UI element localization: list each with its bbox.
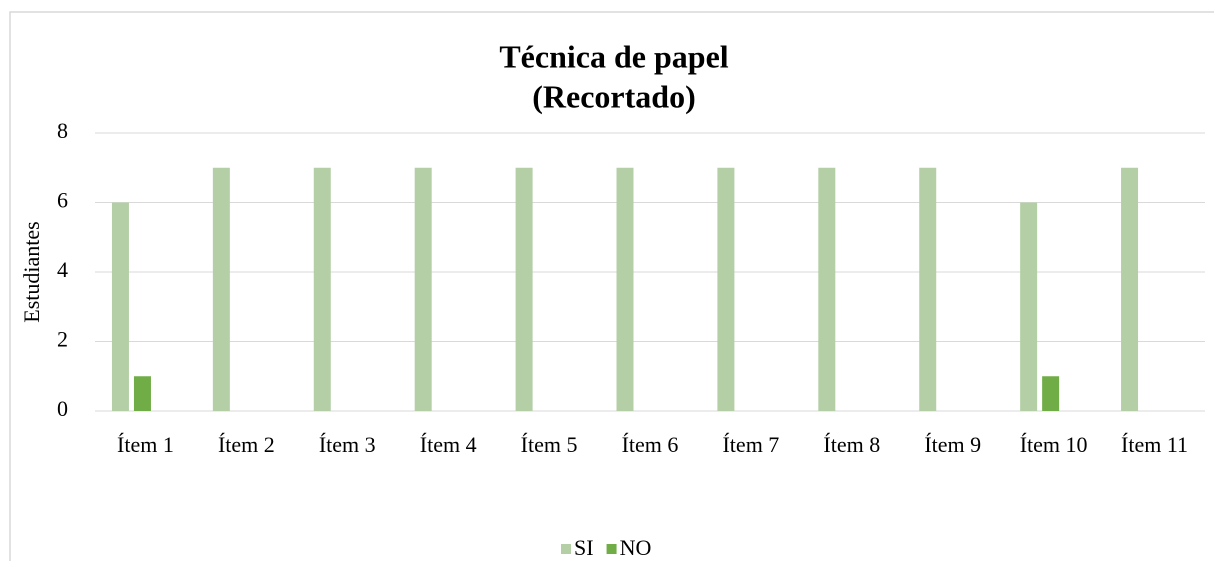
x-tick-label: Ítem 10 [1020, 432, 1088, 457]
x-tick-label: Ítem 1 [117, 432, 174, 457]
legend-label: NO [620, 535, 652, 560]
legend-swatch [606, 544, 617, 554]
x-tick-label: Ítem 4 [420, 432, 477, 457]
bar [414, 167, 432, 411]
y-tick-label: 0 [57, 396, 68, 421]
legend-swatch [561, 544, 571, 554]
bar [133, 376, 151, 411]
bar [919, 167, 937, 411]
y-tick-label: 8 [57, 118, 68, 143]
bar [212, 167, 230, 411]
y-tick-label: 4 [57, 257, 68, 282]
bar [1042, 376, 1060, 411]
bar [717, 167, 735, 411]
x-tick-label: Ítem 11 [1121, 432, 1188, 457]
bar [818, 167, 836, 411]
chart-border [9, 11, 1214, 561]
bar [515, 167, 533, 411]
bar [1121, 167, 1139, 411]
x-tick-label: Ítem 8 [823, 432, 880, 457]
chart-title: Técnica de papel [499, 38, 728, 74]
x-tick-label: Ítem 7 [722, 432, 779, 457]
chart-title: (Recortado) [532, 78, 695, 114]
x-tick-label: Ítem 6 [622, 432, 679, 457]
y-axis-label: Estudiantes [19, 221, 44, 322]
y-tick-label: 6 [57, 188, 68, 213]
bar [313, 167, 331, 411]
x-tick-label: Ítem 9 [924, 432, 981, 457]
x-tick-label: Ítem 3 [319, 432, 376, 457]
legend-label: SI [574, 535, 594, 560]
x-tick-label: Ítem 5 [521, 432, 578, 457]
bar [1020, 202, 1038, 411]
bar [616, 167, 634, 411]
x-tick-label: Ítem 2 [218, 432, 275, 457]
bar [111, 202, 129, 411]
y-tick-label: 2 [57, 327, 68, 352]
